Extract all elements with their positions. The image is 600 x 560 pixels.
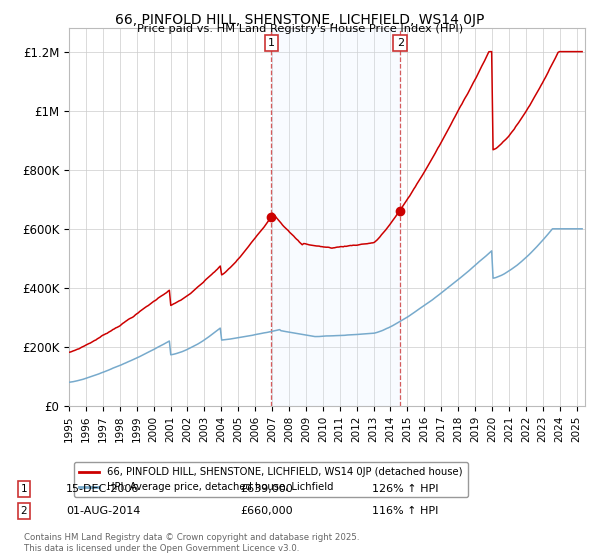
Legend: 66, PINFOLD HILL, SHENSTONE, LICHFIELD, WS14 0JP (detached house), HPI: Average : 66, PINFOLD HILL, SHENSTONE, LICHFIELD, … <box>74 462 467 497</box>
Text: 1: 1 <box>268 38 275 48</box>
Text: £660,000: £660,000 <box>240 506 293 516</box>
Text: 15-DEC-2006: 15-DEC-2006 <box>66 484 139 494</box>
Text: £639,000: £639,000 <box>240 484 293 494</box>
Text: 2: 2 <box>20 506 28 516</box>
Text: 2: 2 <box>397 38 404 48</box>
Text: 116% ↑ HPI: 116% ↑ HPI <box>372 506 439 516</box>
Text: Contains HM Land Registry data © Crown copyright and database right 2025.
This d: Contains HM Land Registry data © Crown c… <box>24 533 359 553</box>
Text: 01-AUG-2014: 01-AUG-2014 <box>66 506 140 516</box>
Text: 1: 1 <box>20 484 28 494</box>
Bar <box>271 28 400 406</box>
Text: 126% ↑ HPI: 126% ↑ HPI <box>372 484 439 494</box>
Text: 66, PINFOLD HILL, SHENSTONE, LICHFIELD, WS14 0JP: 66, PINFOLD HILL, SHENSTONE, LICHFIELD, … <box>115 13 485 27</box>
Text: Price paid vs. HM Land Registry's House Price Index (HPI): Price paid vs. HM Land Registry's House … <box>137 24 463 34</box>
